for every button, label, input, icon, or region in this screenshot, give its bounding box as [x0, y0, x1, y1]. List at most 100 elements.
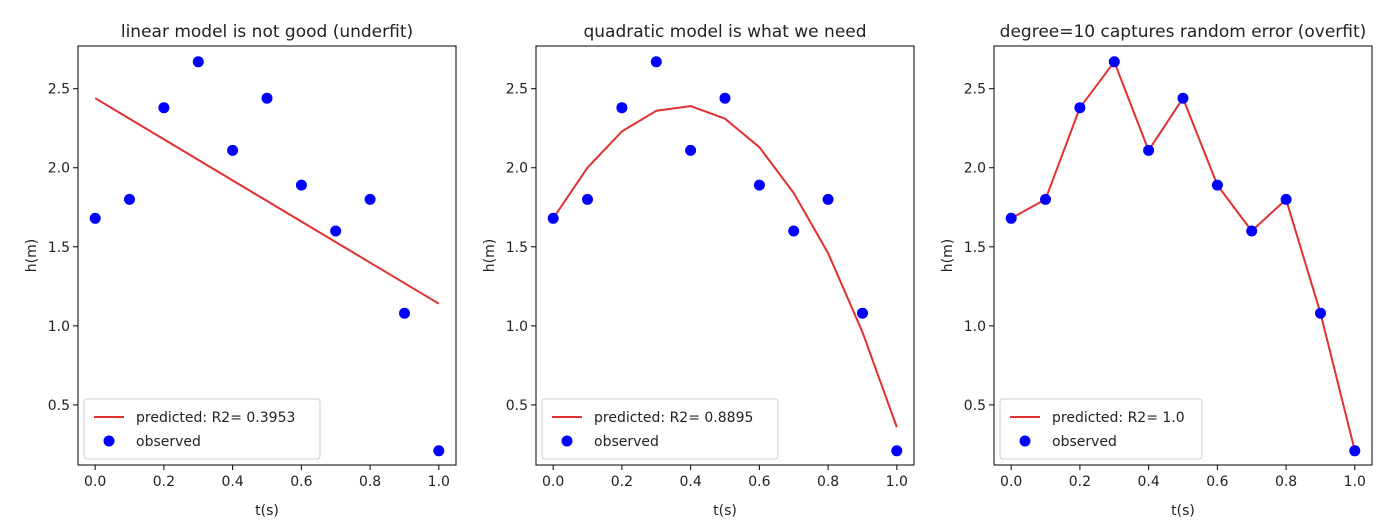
observed-point [124, 193, 135, 205]
legend-observed-label: observed [136, 434, 201, 450]
predicted-line [552, 105, 898, 428]
y-tick-label: 1.0 [964, 319, 986, 335]
x-tick-label: 0.0 [542, 474, 564, 490]
x-tick-label: 0.4 [680, 474, 702, 490]
observed-point [227, 144, 239, 156]
y-tick-label: 2.5 [506, 82, 528, 98]
legend-marker-swatch [1019, 435, 1031, 447]
plot-frame [535, 45, 915, 466]
observed-point [582, 193, 593, 205]
y-tick-label: 1.5 [506, 240, 528, 256]
y-tick-label: 2.0 [48, 161, 70, 177]
x-axis-label: t(s) [255, 503, 279, 519]
x-tick-label: 1.0 [1344, 474, 1366, 490]
x-tick-label: 0.6 [748, 474, 770, 490]
legend-box [999, 398, 1203, 460]
y-axis-label: h(m) [940, 239, 956, 272]
y-axis-label: h(m) [482, 239, 498, 272]
y-tick-label: 0.5 [964, 398, 986, 414]
observed-point [891, 445, 903, 457]
y-tick-label: 1.5 [964, 240, 986, 256]
y-tick-label: 2.0 [964, 161, 986, 177]
x-tick-label: 0.8 [817, 474, 839, 490]
legend-marker-swatch [103, 435, 115, 447]
observed-point [753, 179, 765, 191]
observed-point [1177, 92, 1189, 104]
x-tick-label: 0.6 [1206, 474, 1228, 490]
legend: predicted: R2= 0.3953 observed [83, 398, 321, 460]
observed-point [650, 56, 662, 68]
x-tick-label: 0.6 [290, 474, 312, 490]
legend-marker-swatch [561, 435, 573, 447]
observed-point [857, 307, 868, 319]
observed-point [1315, 307, 1326, 319]
observed-point [192, 56, 204, 68]
x-tick-label: 1.0 [886, 474, 908, 490]
observed-point [616, 102, 628, 114]
legend-predicted-label: predicted: R2= 0.8895 [594, 410, 753, 426]
observed-point [89, 212, 101, 224]
observed-point [1349, 445, 1361, 457]
observed-point [295, 179, 307, 191]
chart-panel-1: linear model is not good (underfit) 0.0 0.… [24, 22, 457, 519]
y-tick-label: 2.0 [506, 161, 528, 177]
predicted-line [1010, 60, 1356, 452]
observed-point [822, 193, 834, 205]
legend: predicted: R2= 0.8895 observed [541, 398, 779, 460]
observed-point [399, 307, 410, 319]
observed-point [433, 445, 445, 457]
observed-point [685, 144, 697, 156]
observed-point [547, 212, 559, 224]
legend: predicted: R2= 1.0 observed [999, 398, 1203, 460]
y-tick-label: 2.5 [48, 82, 70, 98]
legend-box [541, 398, 779, 460]
predicted-line [94, 97, 440, 305]
x-tick-label: 1.0 [428, 474, 450, 490]
observed-point [1040, 193, 1051, 205]
x-axis-label: t(s) [713, 503, 737, 519]
x-tick-label: 0.8 [359, 474, 381, 490]
observed-point [330, 225, 342, 237]
observed-point [1211, 179, 1223, 191]
x-tick-label: 0.8 [1275, 474, 1297, 490]
observed-point [1005, 212, 1017, 224]
y-tick-label: 2.5 [964, 82, 986, 98]
legend-predicted-label: predicted: R2= 0.3953 [136, 410, 295, 426]
x-tick-label: 0.2 [1069, 474, 1091, 490]
x-tick-label: 0.4 [1138, 474, 1160, 490]
plot-frame [993, 45, 1373, 466]
legend-box [83, 398, 321, 460]
x-tick-label: 0.0 [84, 474, 106, 490]
x-tick-label: 0.2 [153, 474, 175, 490]
y-tick-label: 1.0 [48, 319, 70, 335]
x-tick-label: 0.2 [611, 474, 633, 490]
chart-title: quadratic model is what we need [583, 22, 866, 42]
legend-predicted-label: predicted: R2= 1.0 [1052, 410, 1185, 426]
observed-point [788, 225, 800, 237]
observed-point [1280, 193, 1292, 205]
observed-point [1074, 102, 1086, 114]
observed-point [1143, 144, 1155, 156]
observed-point [364, 193, 376, 205]
y-tick-label: 0.5 [506, 398, 528, 414]
y-axis-label: h(m) [24, 239, 40, 272]
chart-title: degree=10 captures random error (overfit… [1000, 22, 1367, 42]
x-tick-label: 0.0 [1000, 474, 1022, 490]
chart-panel-2: quadratic model is what we need 0.0 0.2 0.4… [482, 22, 915, 519]
legend-observed-label: observed [594, 434, 659, 450]
chart-panel-3: degree=10 captures random error (overfit… [940, 22, 1373, 519]
observed-point [1108, 56, 1120, 68]
observed-point [1246, 225, 1258, 237]
y-tick-label: 1.0 [506, 319, 528, 335]
chart-title: linear model is not good (underfit) [121, 22, 413, 42]
legend-observed-label: observed [1052, 434, 1117, 450]
observed-point [719, 92, 731, 104]
plot-frame [77, 45, 457, 466]
observed-point [158, 102, 170, 114]
y-tick-label: 1.5 [48, 240, 70, 256]
observed-point [261, 92, 273, 104]
y-tick-label: 0.5 [48, 398, 70, 414]
x-axis-label: t(s) [1171, 503, 1195, 519]
x-tick-label: 0.4 [222, 474, 244, 490]
